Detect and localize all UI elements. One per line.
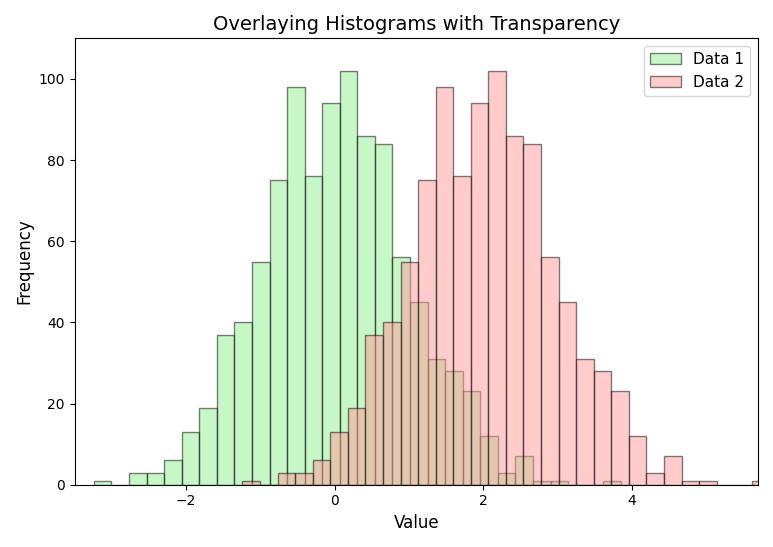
Bar <box>628 436 646 485</box>
Bar <box>270 181 287 485</box>
Bar <box>752 481 769 485</box>
Bar <box>471 103 489 485</box>
Bar <box>418 181 436 485</box>
Bar <box>576 359 594 485</box>
Bar <box>252 261 270 485</box>
Bar <box>216 335 234 485</box>
Bar <box>498 473 516 485</box>
Bar <box>199 408 216 485</box>
Bar <box>182 432 199 485</box>
X-axis label: Value: Value <box>393 514 439 532</box>
Bar <box>533 481 550 485</box>
Bar <box>357 136 375 485</box>
Bar <box>489 71 506 485</box>
Bar <box>480 436 498 485</box>
Bar <box>516 456 533 485</box>
Bar <box>410 302 427 485</box>
Bar <box>322 103 340 485</box>
Bar <box>147 473 164 485</box>
Bar <box>340 71 357 485</box>
Bar <box>393 258 410 485</box>
Bar <box>400 261 418 485</box>
Bar <box>295 473 313 485</box>
Bar <box>366 335 383 485</box>
Bar <box>506 136 523 485</box>
Bar <box>383 322 400 485</box>
Bar <box>305 176 322 485</box>
Bar <box>445 371 463 485</box>
Bar <box>278 473 295 485</box>
Bar <box>375 144 393 485</box>
Bar <box>243 481 260 485</box>
Bar <box>94 481 111 485</box>
Bar <box>550 481 568 485</box>
Bar <box>611 392 628 485</box>
Title: Overlaying Histograms with Transparency: Overlaying Histograms with Transparency <box>213 15 620 34</box>
Bar <box>664 456 682 485</box>
Bar <box>463 392 480 485</box>
Bar <box>330 432 348 485</box>
Bar <box>523 144 541 485</box>
Bar <box>313 461 330 485</box>
Bar <box>603 481 621 485</box>
Bar <box>129 473 147 485</box>
Bar <box>427 359 445 485</box>
Bar <box>541 258 559 485</box>
Bar <box>453 176 471 485</box>
Bar <box>234 322 252 485</box>
Bar <box>164 461 182 485</box>
Legend: Data 1, Data 2: Data 1, Data 2 <box>645 46 751 96</box>
Bar <box>348 408 366 485</box>
Bar <box>646 473 664 485</box>
Bar <box>594 371 611 485</box>
Bar <box>559 302 576 485</box>
Bar <box>287 87 305 485</box>
Bar <box>699 481 717 485</box>
Bar <box>682 481 699 485</box>
Bar <box>436 87 453 485</box>
Y-axis label: Frequency: Frequency <box>15 219 33 304</box>
